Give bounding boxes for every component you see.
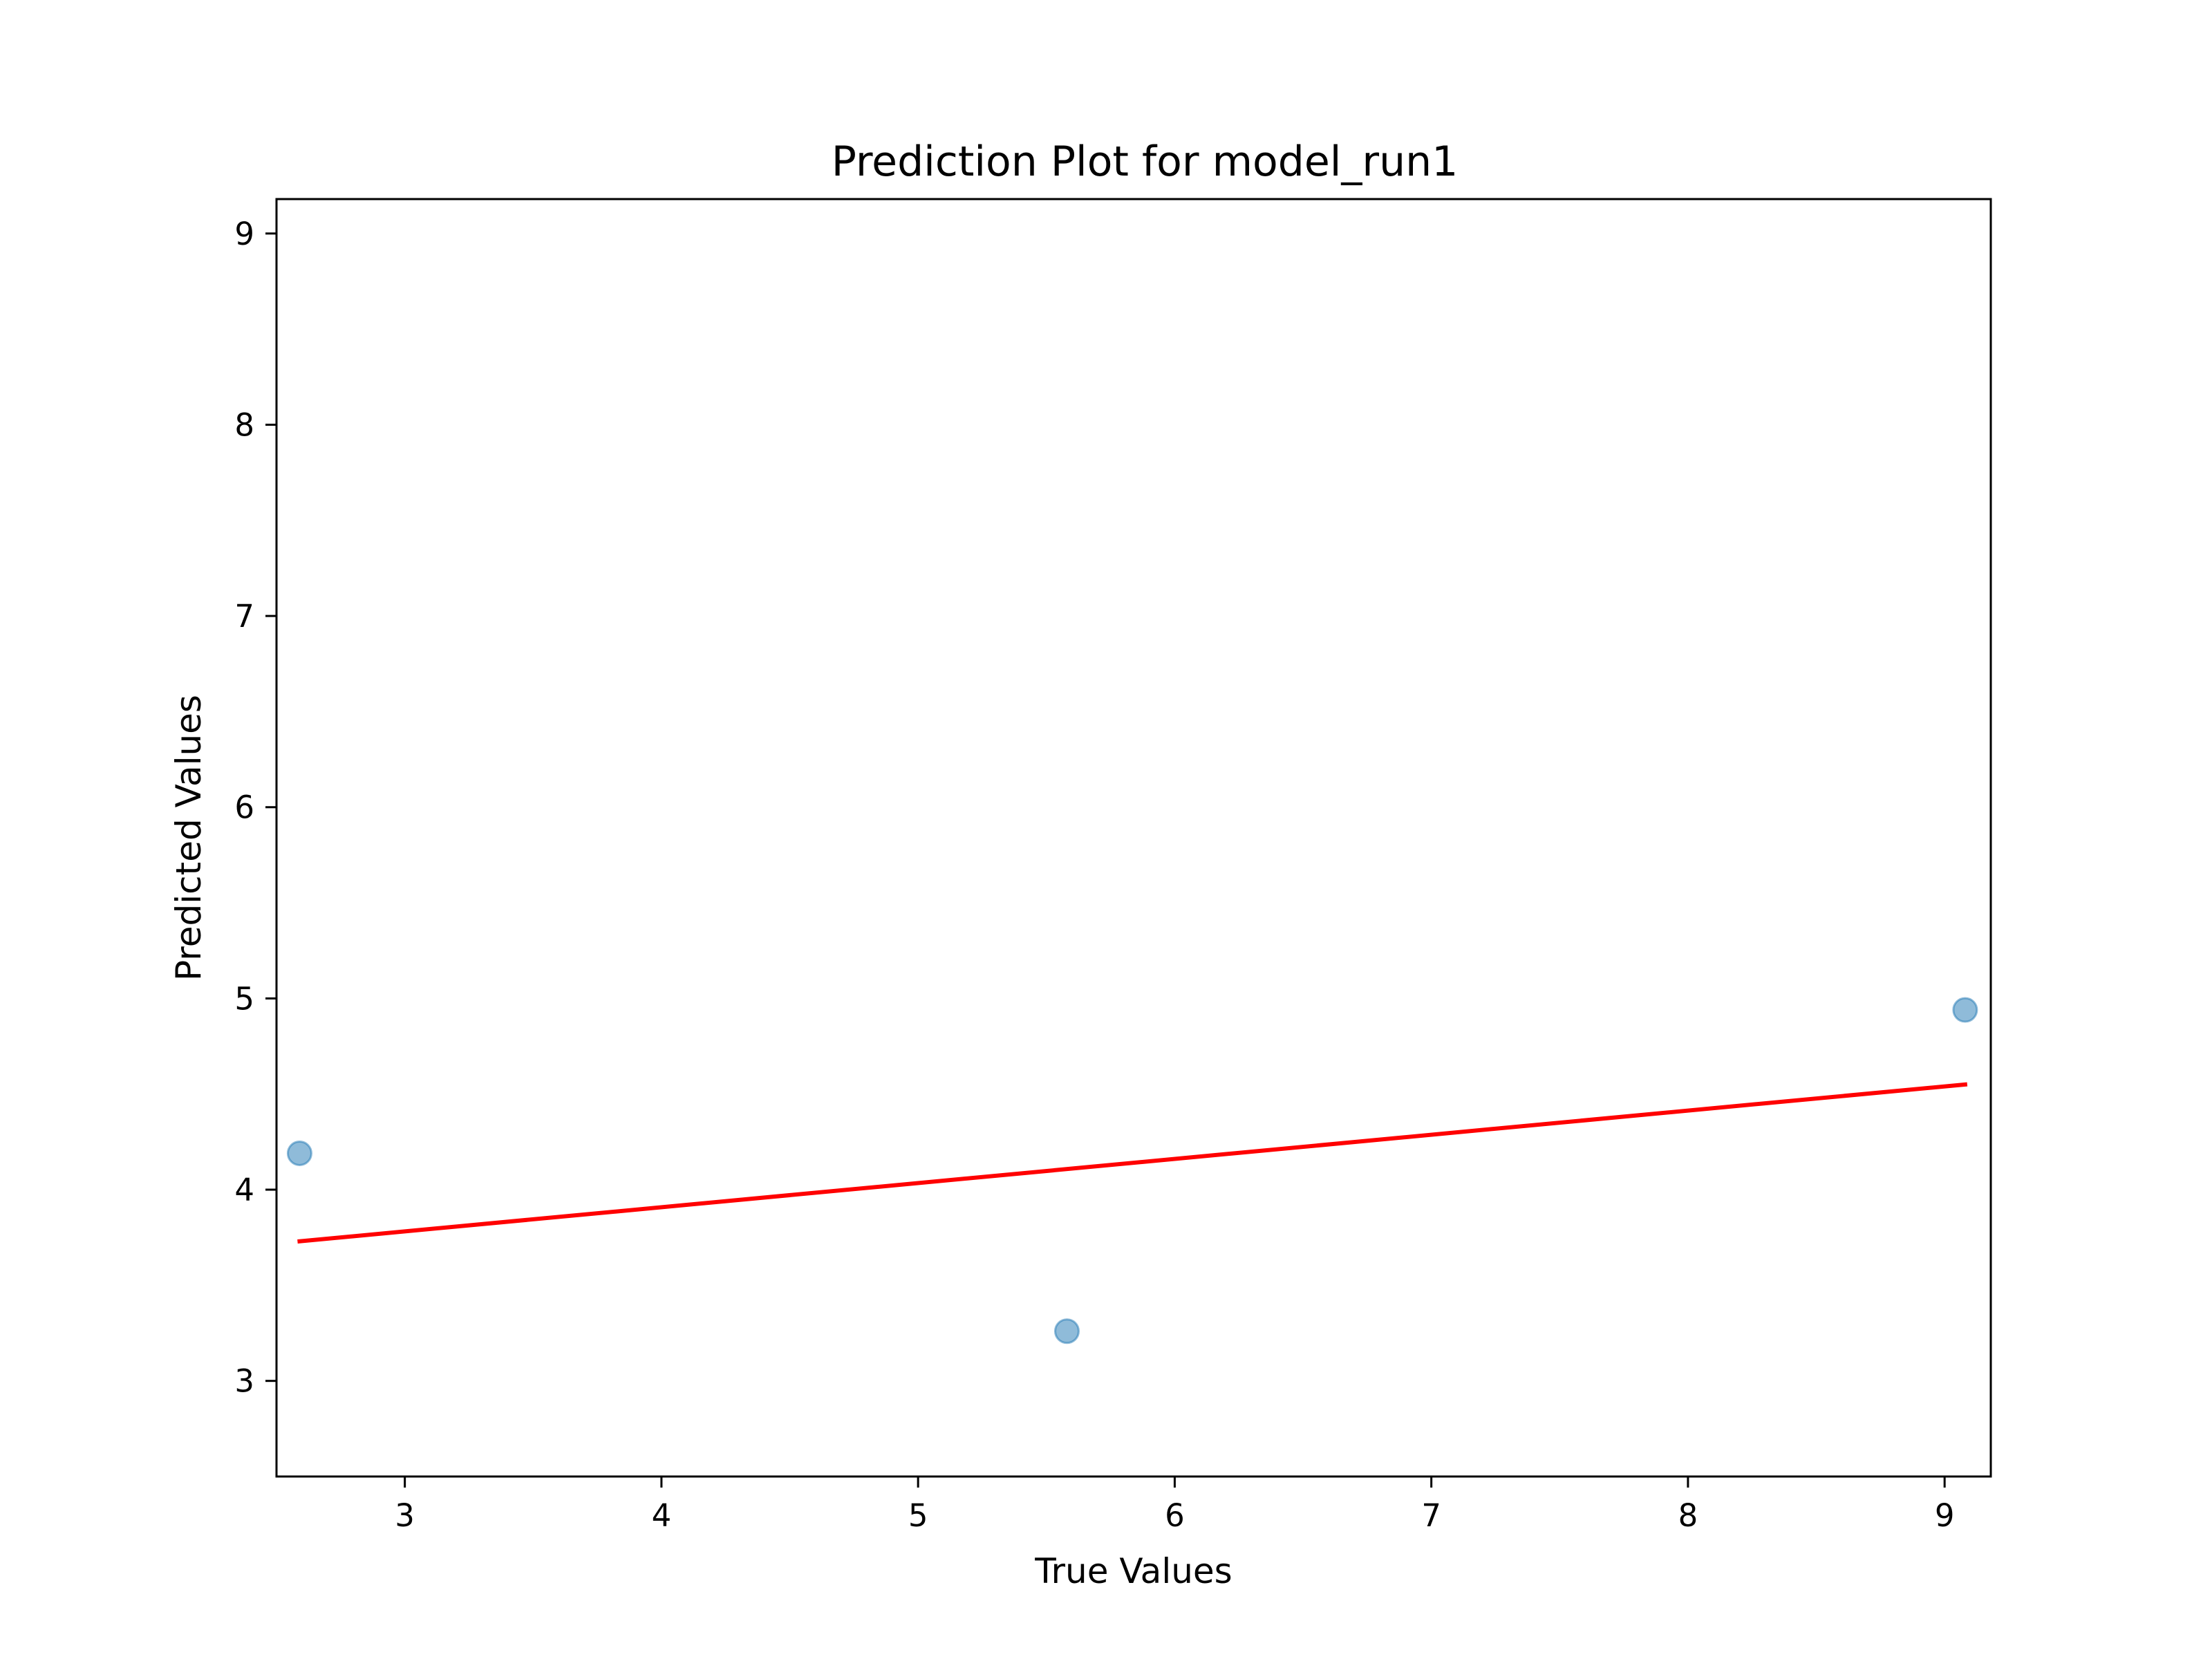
x-tick-label: 7 (1421, 1497, 1441, 1534)
x-tick-label: 3 (395, 1497, 415, 1534)
x-tick-label: 6 (1165, 1497, 1185, 1534)
x-tick-label: 9 (1935, 1497, 1955, 1534)
y-tick-label: 4 (234, 1172, 254, 1208)
scatter-point (1053, 1318, 1080, 1344)
data-layer (286, 997, 1978, 1344)
fit-line (297, 1082, 1968, 1244)
plot-frame (275, 198, 1992, 1478)
x-tick-label: 8 (1678, 1497, 1698, 1534)
x-axis-title: True Values (1034, 1551, 1232, 1591)
y-tick-label: 5 (234, 980, 254, 1017)
y-axis-ticks: 3 4 5 6 7 8 9 (234, 216, 276, 1400)
y-tick-label: 3 (234, 1363, 254, 1400)
scatter-point (286, 1140, 312, 1166)
y-tick-label: 7 (234, 598, 254, 635)
x-tick-label: 4 (652, 1497, 672, 1534)
y-axis-title: Predicted Values (169, 695, 209, 981)
x-tick-label: 5 (908, 1497, 928, 1534)
y-tick-label: 6 (234, 789, 254, 826)
chart-title: Prediction Plot for model_run1 (832, 138, 1459, 186)
scatter-point (1952, 997, 1978, 1023)
x-axis-ticks: 3 4 5 6 7 8 9 (395, 1477, 1954, 1534)
y-tick-label: 8 (234, 406, 254, 443)
y-tick-label: 9 (234, 216, 254, 252)
